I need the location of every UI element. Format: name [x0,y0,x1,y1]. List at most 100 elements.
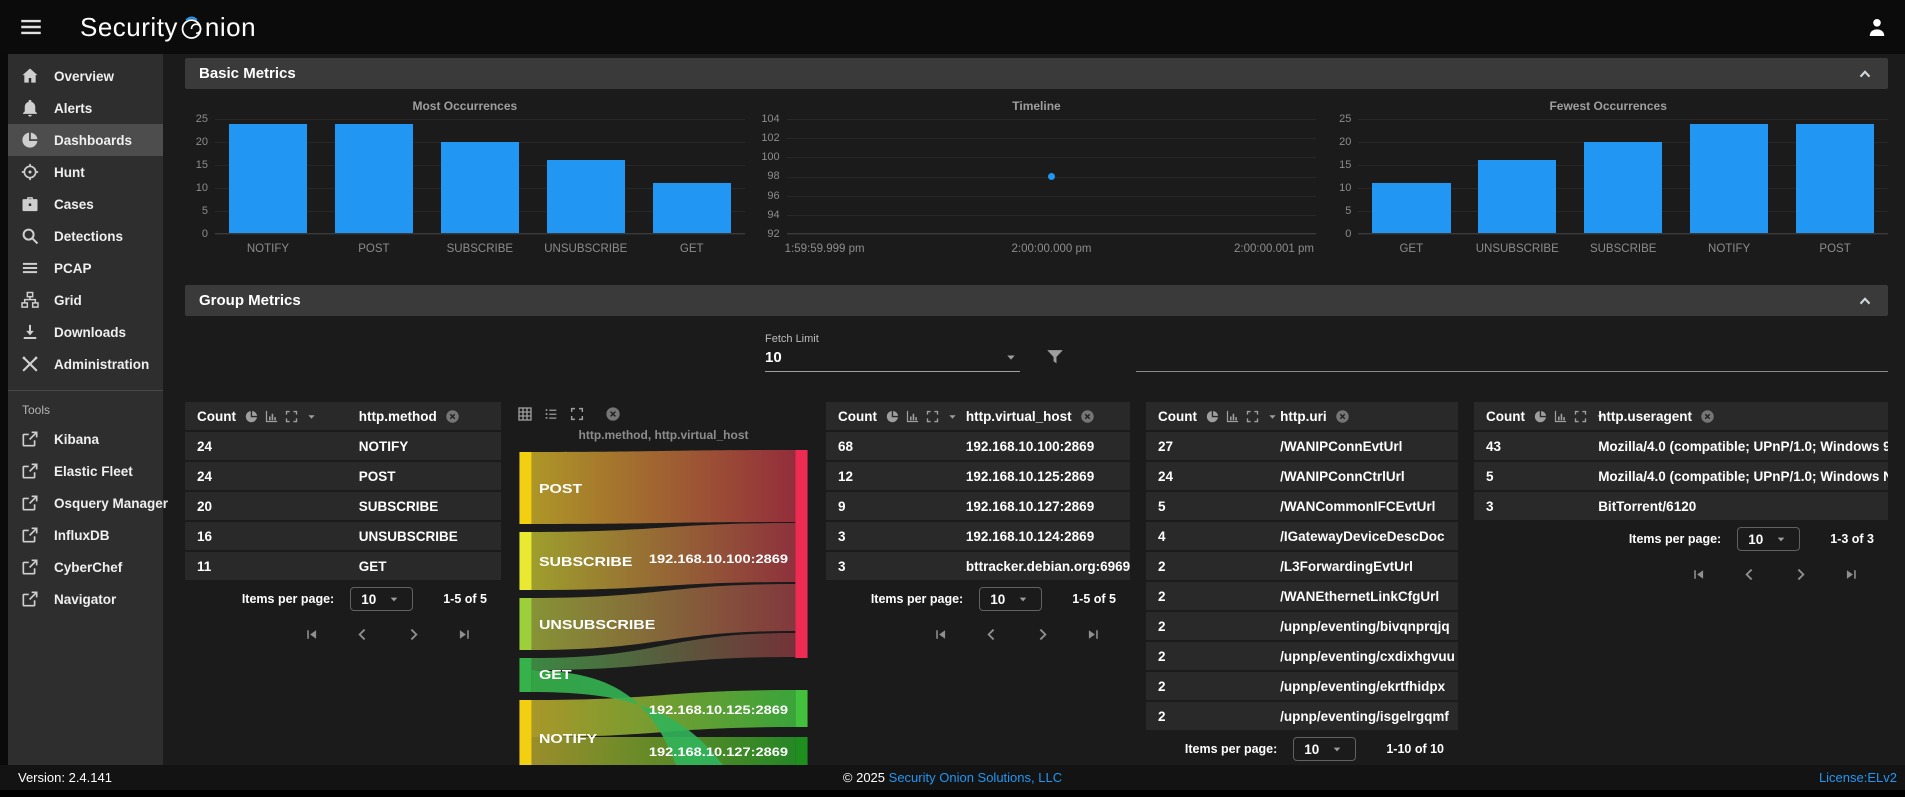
page-last-icon[interactable] [456,626,473,643]
table-row[interactable]: 2/WANEthernetLinkCfgUrl [1146,582,1458,610]
sidebar-item-detections[interactable]: Detections [8,220,163,252]
cell-value[interactable]: bttracker.debian.org:6969 [965,558,1131,574]
table-row[interactable]: 27/WANIPConnEvtUrl [1146,432,1458,460]
table-row[interactable]: 24 NOTIFY [185,432,501,460]
filter-icon[interactable] [1044,346,1066,368]
table-icon[interactable] [517,406,533,422]
sidebar-item-dashboards[interactable]: Dashboards [8,124,163,156]
sidebar-tool-osquery-manager[interactable]: Osquery Manager [8,487,168,519]
sidebar-item-overview[interactable]: Overview [8,60,163,92]
items-per-page-select[interactable]: 10 [979,587,1043,611]
table-row[interactable]: 24 POST [185,462,501,490]
list-icon[interactable] [543,406,559,422]
sidebar-tool-elastic-fleet[interactable]: Elastic Fleet [8,455,163,487]
sankey-chart[interactable]: POST SUBSCRIBE UNSUBSCRIBE GET NOTIFY 192.168… [517,446,810,765]
fetch-limit-select[interactable]: Fetch Limit 10 [765,333,1020,372]
close-circle-icon[interactable] [1700,409,1715,424]
close-circle-icon[interactable] [1080,409,1095,424]
expand-icon[interactable] [1245,409,1260,424]
expand-icon[interactable] [925,409,940,424]
bar-post[interactable] [334,123,414,233]
table-row[interactable]: 3 BitTorrent/6120 [1474,492,1888,520]
table-row[interactable]: 2/upnp/eventing/ekrtfhidpx [1146,672,1458,700]
page-next-icon[interactable] [1034,626,1051,643]
sidebar-item-grid[interactable]: Grid [8,284,163,316]
table-row[interactable]: 2/upnp/eventing/cxdixhgvuu [1146,642,1458,670]
table-row[interactable]: 3 bttracker.debian.org:6969 [826,552,1130,580]
copyright-link[interactable]: Security Onion Solutions, LLC [888,770,1063,785]
cell-value[interactable]: BitTorrent/6120 [1598,498,1697,514]
sidebar-tool-kibana[interactable]: Kibana [8,423,163,455]
cell-value[interactable]: SUBSCRIBE [358,498,439,514]
cell-value[interactable]: 192.168.10.127:2869 [965,498,1095,514]
sidebar-item-pcap[interactable]: PCAP [8,252,163,284]
cell-value[interactable]: Mozilla/4.0 (compatible; UPnP/1.0; Windo… [1598,438,1888,454]
sidebar-tool-cyberchef[interactable]: CyberChef [8,551,163,583]
page-prev-icon[interactable] [1741,566,1758,583]
cell-value[interactable]: /upnp/eventing/cxdixhgvuu [1280,648,1455,664]
sidebar-item-cases[interactable]: Cases [8,188,163,220]
close-circle-icon[interactable] [1335,409,1350,424]
cell-value[interactable]: Mozilla/4.0 (compatible; UPnP/1.0; Windo… [1598,468,1888,484]
cell-value[interactable]: NOTIFY [358,438,409,454]
cell-value[interactable]: 192.168.10.124:2869 [965,528,1095,544]
items-per-page-select[interactable]: 10 [1737,527,1801,551]
user-menu-button[interactable] [1865,15,1889,39]
table-row[interactable]: 2/upnp/eventing/isgelrgqmf [1146,702,1458,730]
expand-icon[interactable] [284,409,299,424]
caret-down-icon[interactable] [1265,409,1280,424]
page-last-icon[interactable] [1843,566,1860,583]
cell-value[interactable]: POST [358,468,396,484]
page-last-icon[interactable] [1085,626,1102,643]
bar-subscribe[interactable] [1583,141,1663,233]
sidebar-item-administration[interactable]: Administration [8,348,163,380]
sidebar-item-hunt[interactable]: Hunt [8,156,163,188]
table-row[interactable]: 2/L3ForwardingEvtUrl [1146,552,1458,580]
cell-value[interactable]: /WANEthernetLinkCfgUrl [1280,588,1440,604]
page-first-icon[interactable] [303,626,320,643]
sidebar-item-downloads[interactable]: Downloads [8,316,163,348]
items-per-page-select[interactable]: 10 [1293,737,1357,761]
close-circle-icon[interactable] [445,409,460,424]
table-row[interactable]: 5 Mozilla/4.0 (compatible; UPnP/1.0; Wind… [1474,462,1888,490]
bar-chart-icon[interactable] [1225,409,1240,424]
cell-value[interactable]: /upnp/eventing/isgelrgqmf [1280,708,1449,724]
items-per-page-select[interactable]: 10 [350,587,414,611]
cell-value[interactable]: GET [358,558,387,574]
cell-value[interactable]: /WANIPConnEvtUrl [1280,438,1403,454]
page-next-icon[interactable] [1792,566,1809,583]
cell-value[interactable]: /upnp/eventing/bivqnprqjq [1280,618,1450,634]
table-row[interactable]: 12 192.168.10.125:2869 [826,462,1130,490]
collapse-basic-chevron-up-icon[interactable] [1856,65,1874,83]
license-link[interactable]: License:ELv2 [1818,770,1897,785]
table-row[interactable]: 5/WANCommonIFCEvtUrl [1146,492,1458,520]
table-row[interactable]: 3 192.168.10.124:2869 [826,522,1130,550]
table-row[interactable]: 68 192.168.10.100:2869 [826,432,1130,460]
bar-subscribe[interactable] [440,141,520,233]
bar-get[interactable] [652,182,731,233]
pie-chart-icon[interactable] [885,409,900,424]
bar-notify[interactable] [228,123,308,233]
sidebar-tool-navigator[interactable]: Navigator [8,583,163,615]
bar-unsubscribe[interactable] [546,160,625,233]
close-circle-icon[interactable] [605,406,621,422]
expand-icon[interactable] [569,406,585,422]
pie-chart-icon[interactable] [1533,409,1548,424]
page-next-icon[interactable] [405,626,422,643]
page-prev-icon[interactable] [983,626,1000,643]
pie-chart-icon[interactable] [244,409,259,424]
cell-value[interactable]: /L3ForwardingEvtUrl [1280,558,1413,574]
page-first-icon[interactable] [932,626,949,643]
table-row[interactable]: 9 192.168.10.127:2869 [826,492,1130,520]
table-row[interactable]: 16 UNSUBSCRIBE [185,522,501,550]
filter-query-input[interactable] [1136,342,1888,372]
page-prev-icon[interactable] [354,626,371,643]
table-row[interactable]: 43 Mozilla/4.0 (compatible; UPnP/1.0; Win… [1474,432,1888,460]
table-row[interactable]: 11 GET [185,552,501,580]
cell-value[interactable]: /upnp/eventing/ekrtfhidpx [1280,678,1446,694]
table-row[interactable]: 24/WANIPConnCtrlUrl [1146,462,1458,490]
cell-value[interactable]: 192.168.10.125:2869 [965,468,1095,484]
caret-down-icon[interactable] [1593,409,1608,424]
pie-chart-icon[interactable] [1205,409,1220,424]
bar-notify[interactable] [1689,123,1769,233]
